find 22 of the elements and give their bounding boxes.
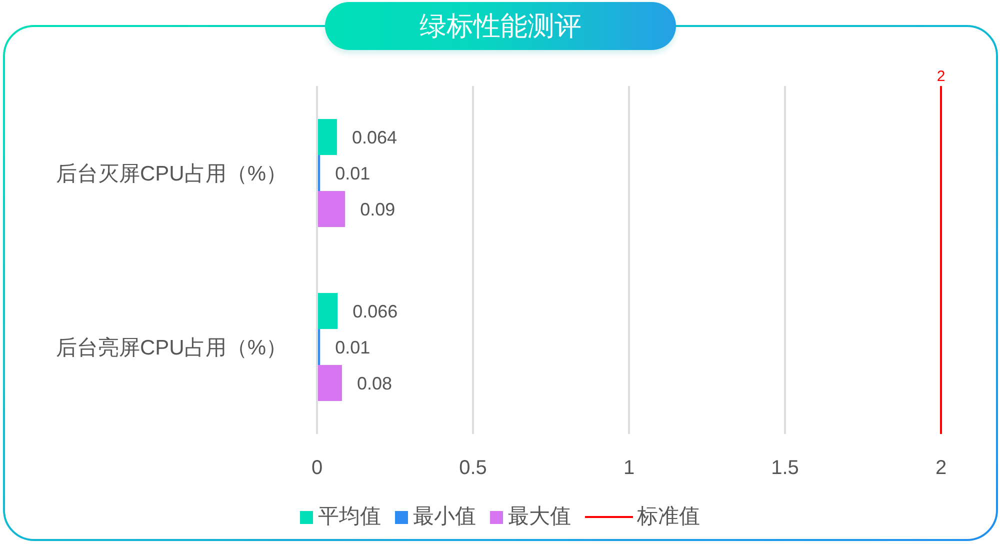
x-tick-label: 1.5 (771, 457, 799, 480)
x-tick-label: 0.5 (459, 457, 487, 480)
legend-label: 最小值 (413, 504, 476, 530)
bar (317, 119, 337, 156)
y-tick-label: 后台灭屏CPU占用（%） (56, 162, 287, 186)
data-label: 0.01 (335, 337, 370, 358)
data-label: 0.09 (360, 199, 396, 220)
data-label: 0.08 (356, 373, 392, 394)
data-label: 0.066 (352, 301, 398, 322)
ref-line-label: 2 (936, 68, 946, 85)
data-label: 0.064 (352, 127, 398, 148)
bar (317, 191, 346, 228)
y-tick-label: 后台亮屏CPU占用（%） (56, 336, 287, 360)
bar (317, 293, 338, 330)
legend-label: 最大值 (508, 504, 571, 530)
x-tick-label: 2 (935, 457, 947, 480)
legend-label: 标准值 (637, 504, 700, 530)
legend-label: 平均值 (318, 504, 381, 530)
data-label: 0.01 (335, 163, 370, 184)
x-tick-label: 0 (311, 457, 323, 480)
bar (317, 365, 342, 402)
x-tick-label: 1 (623, 457, 635, 480)
